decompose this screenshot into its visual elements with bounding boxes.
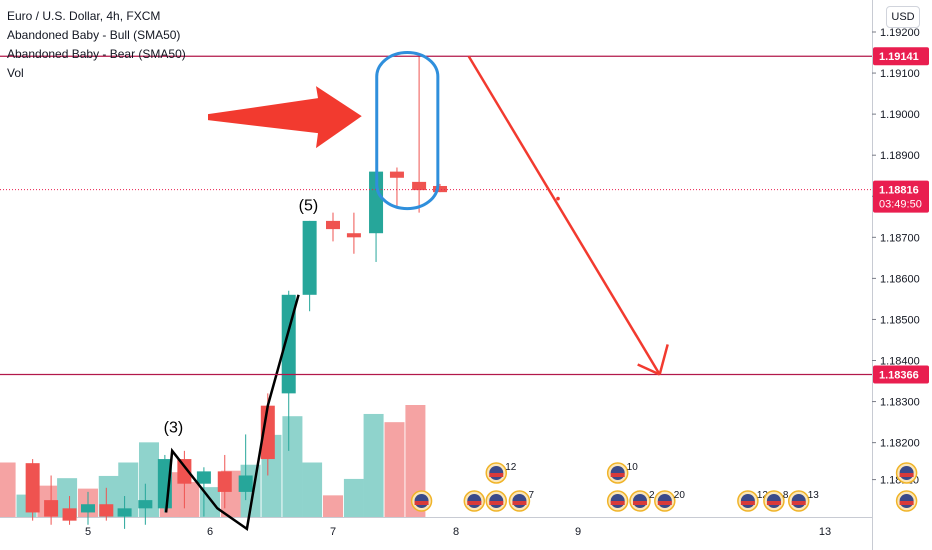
event-count: 12 [505,462,517,473]
event-count: 2 [649,490,655,501]
candle-body[interactable] [389,171,404,178]
time-axis[interactable] [0,517,872,550]
current-price-tag: 1.18816 [879,185,919,197]
flag-stripe-icon [633,501,647,505]
flag-stripe-icon [512,501,527,505]
left-arrow-annotation[interactable] [208,86,362,149]
candle-body[interactable] [326,220,340,230]
event-count: 13 [808,490,820,501]
chart-legend: Euro / U.S. Dollar, 4h, FXCM Abandoned B… [7,7,186,83]
y-tick-label: 1.18200 [880,438,920,450]
candle-body[interactable] [302,220,317,295]
x-tick-label: 7 [330,526,336,538]
x-tick-label: 13 [819,526,831,538]
x-tick-label: 5 [85,526,91,538]
volume-bar [0,462,16,517]
flag-stripe-icon [766,501,781,505]
currency-button[interactable]: USD [886,6,920,28]
candle-body[interactable] [62,508,77,521]
volume-bar [282,416,303,517]
y-tick-label: 1.18700 [880,232,920,244]
candle-body[interactable] [81,504,95,513]
y-tick-label: 1.18400 [880,356,920,368]
flag-stripe-icon [610,501,625,505]
volume-bar [302,462,323,517]
candle-body[interactable] [44,500,59,517]
down-arrow-head-left [637,363,661,376]
y-tick-label: 1.18500 [880,314,920,326]
candle-body[interactable] [346,233,361,238]
y-tick-label: 1.18600 [880,273,920,285]
volume-bar [405,405,426,517]
volume-bar [139,442,159,517]
flag-stripe-icon [899,501,914,505]
event-count: 8 [783,490,789,501]
volume-bar [363,413,384,517]
y-tick-label: 1.18900 [880,150,920,162]
down-arrow-head-right [658,344,669,375]
candle-body[interactable] [117,508,132,517]
event-count: 20 [674,490,686,501]
down-arrow-line[interactable] [467,55,661,376]
flag-stripe-icon [489,501,504,505]
wave-line [164,294,300,532]
volume-bar [343,478,364,517]
volume-label[interactable]: Vol [7,66,24,80]
candle-body[interactable] [433,185,448,193]
x-tick-label: 6 [207,526,213,538]
highlight-ellipse[interactable] [375,51,440,211]
indicator-bull-label[interactable]: Abandoned Baby - Bull (SMA50) [7,28,181,42]
y-tick-label: 1.18300 [880,397,920,409]
resistance-price-tag: 1.19141 [879,51,919,63]
candle-body[interactable] [238,475,253,492]
symbol-title[interactable]: Euro / U.S. Dollar, 4h, FXCM [7,9,161,23]
support-price-tag-bg[interactable] [873,365,929,384]
wave-label: (5) [299,198,319,215]
candle-body[interactable] [25,463,40,513]
flag-stripe-icon [740,501,755,505]
y-tick-label: 1.19000 [880,109,920,121]
flag-stripe-icon [610,473,625,477]
resistance-price-tag-bg[interactable] [873,47,929,66]
x-tick-label: 9 [575,526,581,538]
flag-stripe-icon [791,501,806,505]
y-tick-label: 1.19200 [880,27,920,39]
candle-body[interactable] [177,459,192,484]
candle-body[interactable] [217,471,232,492]
event-count: 7 [528,490,534,501]
volume-bar [179,481,200,517]
candle-body[interactable] [99,504,114,517]
candle-body[interactable] [369,171,384,234]
support-price-tag: 1.18366 [879,369,919,381]
candle-body[interactable] [412,181,427,191]
x-tick-label: 8 [453,526,459,538]
plot-area[interactable] [0,0,872,517]
annotation-dot [556,196,560,201]
countdown-label: 03:49:50 [879,199,922,211]
candle-body[interactable] [196,471,211,484]
indicator-bear-label[interactable]: Abandoned Baby - Bear (SMA50) [7,47,186,61]
wave-label: (3) [164,419,184,436]
flag-stripe-icon [414,501,429,505]
flag-stripe-icon [657,501,672,505]
volume-bar [384,422,405,517]
y-tick-label: 1.19100 [880,68,920,80]
volume-bar [323,495,343,517]
volume-bar [118,462,139,517]
price-axis[interactable] [872,0,932,550]
volume-bar [57,478,78,517]
flag-stripe-icon [899,473,914,477]
current-price-tag-bg[interactable] [873,180,929,213]
flag-stripe-icon [489,473,504,477]
flag-stripe-icon [467,501,482,505]
event-count: 12 [757,490,769,501]
event-count: 10 [627,462,639,473]
candle-body[interactable] [138,500,153,509]
